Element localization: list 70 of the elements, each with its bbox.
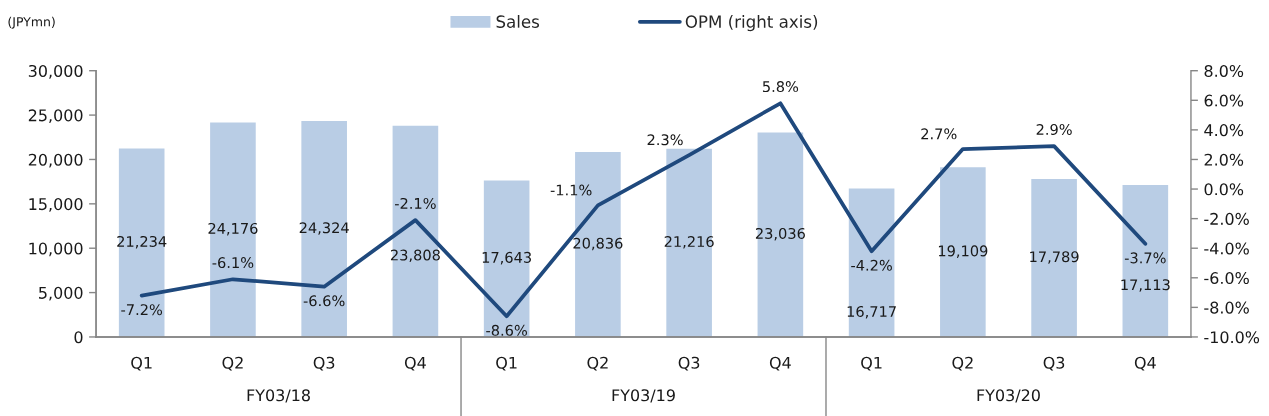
y2-tick-label: 6.0% bbox=[1204, 94, 1244, 107]
data-label: 24,176 bbox=[208, 222, 258, 236]
data-label: 19,109 bbox=[938, 245, 988, 258]
data-label: -1.1% bbox=[550, 184, 592, 196]
bar bbox=[210, 122, 256, 337]
data-label: 5.8% bbox=[762, 81, 799, 93]
bar bbox=[1122, 185, 1169, 337]
x-tick-label: Q2 bbox=[222, 356, 243, 371]
data-label: 16,717 bbox=[847, 305, 896, 319]
bar bbox=[483, 180, 530, 337]
data-label: -7.2% bbox=[121, 304, 163, 316]
data-label: 2.9% bbox=[1036, 123, 1072, 135]
data-label: 17,113 bbox=[1121, 279, 1170, 292]
y-tick-label: 30,000 bbox=[28, 64, 83, 79]
x-tick-label: Q4 bbox=[769, 356, 791, 371]
y2-tick-label: 4.0% bbox=[1204, 124, 1244, 137]
data-label: 17,789 bbox=[1030, 251, 1079, 264]
x-tick-label: Q1 bbox=[131, 356, 152, 371]
x-tick-label: Q2 bbox=[952, 356, 973, 371]
y2-tick-label: -2.0% bbox=[1204, 212, 1249, 225]
x-tick-label: Q3 bbox=[1043, 356, 1065, 371]
data-label: -3.7% bbox=[1124, 252, 1166, 264]
data-label: 23,036 bbox=[755, 227, 805, 241]
bar bbox=[757, 132, 804, 337]
y2-tick-label: 8.0% bbox=[1204, 64, 1244, 78]
text: FY03/18 bbox=[247, 389, 310, 403]
y-axis-title: (JPYmn) bbox=[8, 16, 55, 29]
bar bbox=[118, 148, 165, 337]
legend-label: Sales bbox=[496, 15, 540, 28]
y2-tick-label: -6.0% bbox=[1204, 272, 1249, 285]
bar bbox=[1031, 179, 1077, 337]
y-tick-label: 15,000 bbox=[29, 198, 83, 212]
data-label: 23,808 bbox=[390, 249, 440, 263]
bar bbox=[848, 188, 895, 337]
bar bbox=[392, 125, 439, 337]
x-tick-label: Q1 bbox=[861, 356, 882, 371]
bar bbox=[301, 121, 347, 337]
data-label: 2.3% bbox=[647, 134, 683, 146]
data-label: 21,234 bbox=[117, 235, 167, 249]
y2-tick-label: 0.0% bbox=[1204, 183, 1244, 196]
x-tick-label: Q2 bbox=[587, 356, 608, 371]
data-label: 24,324 bbox=[299, 222, 349, 235]
data-label: -6.1% bbox=[212, 257, 254, 269]
x-tick-label: Q3 bbox=[678, 356, 700, 371]
x-tick-label: Q4 bbox=[1134, 356, 1156, 371]
data-label: -8.6% bbox=[486, 324, 527, 336]
bar bbox=[940, 167, 986, 337]
x-tick-label: Q1 bbox=[496, 356, 517, 371]
data-label: -2.1% bbox=[394, 197, 436, 209]
data-label: -4.2% bbox=[851, 259, 892, 271]
data-label: 17,643 bbox=[482, 251, 531, 265]
data-label: 20,836 bbox=[573, 237, 623, 251]
x-tick-label: Q3 bbox=[313, 356, 335, 371]
x-tick-label: Q4 bbox=[404, 356, 426, 371]
y-tick-label: 25,000 bbox=[28, 109, 83, 124]
legend-label: OPM (right axis) bbox=[685, 15, 818, 32]
y2-tick-label: -10.0% bbox=[1204, 331, 1260, 344]
data-label: -6.6% bbox=[303, 295, 345, 307]
y2-tick-label: -4.0% bbox=[1204, 242, 1249, 255]
y2-tick-label: -8.0% bbox=[1204, 301, 1249, 314]
text: FY03/20 bbox=[977, 389, 1040, 403]
y-tick-label: 5,000 bbox=[39, 286, 83, 301]
y-tick-label: 10,000 bbox=[29, 242, 83, 257]
data-label: 2.7% bbox=[921, 128, 957, 140]
text: FY03/19 bbox=[612, 389, 675, 403]
y-tick-label: 20,000 bbox=[28, 153, 83, 168]
y2-tick-label: 2.0% bbox=[1204, 153, 1244, 166]
bar bbox=[666, 148, 712, 337]
data-label: 21,216 bbox=[664, 236, 714, 249]
y-tick-label: 0 bbox=[74, 331, 83, 344]
